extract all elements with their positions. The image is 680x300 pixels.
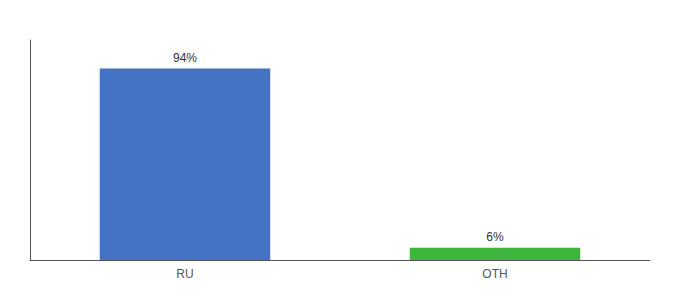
svg-text:6%: 6% bbox=[486, 230, 504, 244]
svg-text:OTH: OTH bbox=[482, 267, 507, 281]
svg-text:RU: RU bbox=[176, 267, 193, 281]
svg-text:94%: 94% bbox=[173, 51, 197, 65]
